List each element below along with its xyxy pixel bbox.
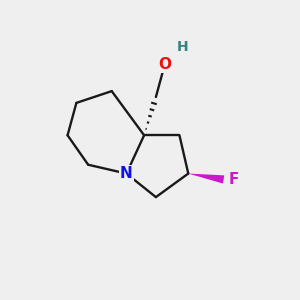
Polygon shape xyxy=(188,174,224,184)
Text: N: N xyxy=(120,166,133,181)
Text: F: F xyxy=(229,172,239,187)
Text: H: H xyxy=(177,40,188,54)
Text: O: O xyxy=(158,57,171,72)
